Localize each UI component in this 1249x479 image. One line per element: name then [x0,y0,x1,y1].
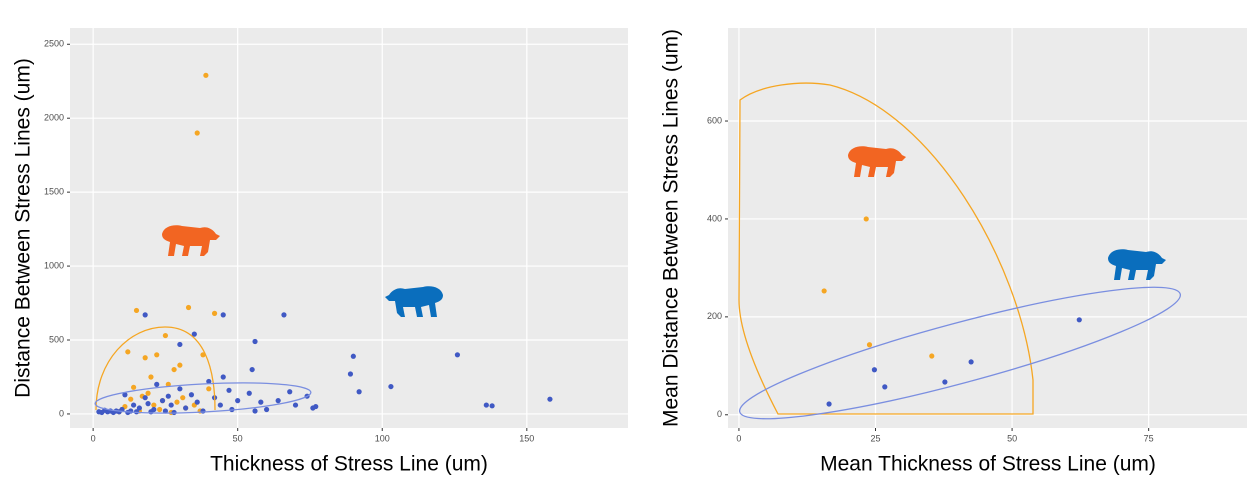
point [357,389,362,394]
point [154,382,159,387]
point [547,397,552,402]
y-tick-label: 1000 [44,260,64,270]
y-axis-title: Mean Distance Between Stress Lines (um) [660,29,683,427]
point [348,371,353,376]
point [212,311,217,316]
point [226,388,231,393]
point [206,386,211,391]
point [177,363,182,368]
point [221,374,226,379]
point [264,407,269,412]
point [166,394,171,399]
point [929,353,934,358]
x-tick-label: 0 [91,433,96,443]
x-tick-label: 75 [1144,433,1154,443]
point [128,397,133,402]
point [287,389,292,394]
point [186,305,191,310]
plot-background [728,28,1247,428]
figure: 05001000150020002500050100150 0200400600… [0,0,1249,479]
point [281,312,286,317]
y-tick-label: 2500 [44,39,64,49]
point [189,392,194,397]
point [131,402,136,407]
point [1077,317,1082,322]
x-axis-title: Thickness of Stress Line (um) [210,453,488,476]
point [145,391,150,396]
point [250,367,255,372]
point [822,288,827,293]
point [183,405,188,410]
point [160,398,165,403]
x-tick-label: 50 [1007,433,1017,443]
point [490,403,495,408]
y-tick-label: 2000 [44,113,64,123]
point [455,352,460,357]
point [195,400,200,405]
point [131,385,136,390]
point [258,400,263,405]
point [872,367,877,372]
point [826,401,831,406]
y-tick-label: 400 [707,213,722,223]
point [252,339,257,344]
point [169,402,174,407]
panel-right: 0 200 400 600 0 25 50 75 [707,28,1247,443]
point [351,354,356,359]
y-axis-title: Distance Between Stress Lines (um) [12,58,35,398]
plot-background [70,28,628,428]
point [969,359,974,364]
point [310,405,315,410]
point [252,408,257,413]
point [148,374,153,379]
x-tick-label: 25 [870,433,880,443]
point [125,349,130,354]
point [293,402,298,407]
point [203,73,208,78]
point [235,398,240,403]
point [145,401,150,406]
point [221,312,226,317]
point [157,407,162,412]
y-tick-label: 0 [717,409,722,419]
x-tick-label: 50 [233,433,243,443]
point [195,130,200,135]
y-tick-label: 600 [707,115,722,125]
point [882,384,887,389]
x-tick-label: 150 [519,433,534,443]
point [143,395,148,400]
point [484,402,489,407]
point [134,308,139,313]
panel-left: 0 500 1000 1500 2000 2500 0 50 100 150 [44,28,628,443]
y-tick-label: 200 [707,311,722,321]
point [247,391,252,396]
point [200,408,205,413]
point [143,355,148,360]
point [942,379,947,384]
point [180,395,185,400]
point [163,333,168,338]
point [864,216,869,221]
x-axis-title: Mean Thickness of Stress Line (um) [820,453,1156,476]
x-tick-label: 100 [375,433,390,443]
point [388,384,393,389]
x-tick-label: 0 [736,433,741,443]
point [867,342,872,347]
point [151,402,156,407]
point [276,398,281,403]
point [174,400,179,405]
point [177,342,182,347]
point [96,409,101,414]
y-tick-label: 0 [59,408,64,418]
point [171,367,176,372]
point [218,402,223,407]
point [177,386,182,391]
point [154,352,159,357]
y-tick-label: 1500 [44,187,64,197]
point [143,312,148,317]
y-tick-label: 500 [49,334,64,344]
